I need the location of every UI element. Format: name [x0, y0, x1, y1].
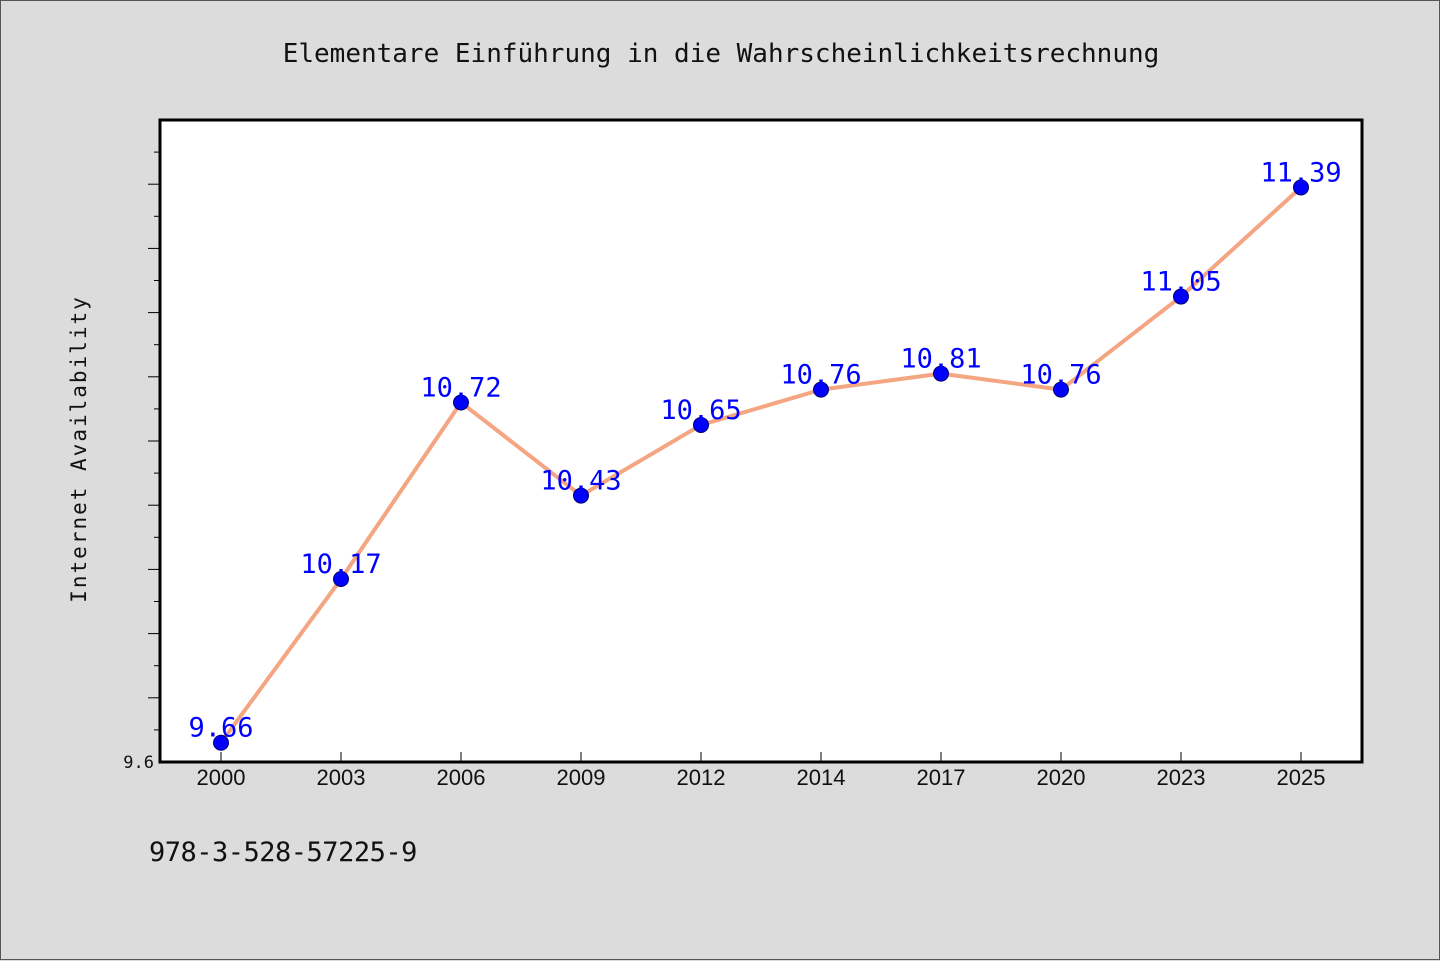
- data-point: [933, 365, 949, 382]
- y-axis-ticks: 9.6: [123, 151, 160, 773]
- x-tick-label: 2020: [1037, 765, 1086, 790]
- y-tick-label: 9.6: [123, 753, 154, 773]
- isbn-text: 978-3-528-57225-9: [149, 837, 417, 868]
- plot-area: [158, 118, 1364, 764]
- data-point: [813, 381, 829, 398]
- data-label: 10.76: [1020, 360, 1101, 391]
- data-point: [333, 571, 349, 588]
- data-points: [213, 179, 1309, 751]
- data-label: 11.39: [1260, 157, 1341, 188]
- series-line: [219, 185, 1303, 744]
- data-label: 10.65: [660, 395, 741, 426]
- x-tick-label: 2006: [437, 765, 486, 790]
- x-axis-ticks: 2000 2003 2006 2009 2012 2014 2017 2020 2023 2025: [197, 752, 1326, 790]
- data-label: 10.43: [540, 466, 621, 497]
- x-tick-label: 2003: [317, 765, 366, 790]
- data-label: 10.72: [420, 372, 501, 403]
- x-tick-label: 2012: [677, 765, 726, 790]
- data-label: 10.81: [900, 344, 981, 375]
- x-tick-label: 2017: [917, 765, 966, 790]
- data-labels: 9.66 10.17 10.72 10.43 10.65 10.76 10.81 10.76 1…: [188, 157, 1341, 743]
- data-point: [453, 394, 469, 411]
- data-point: [693, 416, 709, 433]
- data-label: 9.66: [188, 713, 253, 744]
- data-point: [1293, 179, 1309, 196]
- data-point: [573, 487, 589, 504]
- data-label: 11.05: [1140, 267, 1221, 298]
- chart-title: Elementare Einführung in die Wahrscheinl…: [283, 39, 1160, 69]
- data-point: [1053, 381, 1069, 398]
- data-point: [213, 734, 229, 751]
- x-tick-label: 2025: [1277, 765, 1326, 790]
- data-point: [1173, 288, 1189, 305]
- data-label: 10.17: [300, 549, 381, 580]
- data-label: 10.76: [780, 360, 861, 391]
- x-tick-label: 2009: [557, 765, 606, 790]
- x-tick-label: 2014: [797, 765, 846, 790]
- x-tick-label: 2000: [197, 765, 246, 790]
- y-axis-label: Internet Availability: [67, 295, 91, 603]
- x-tick-label: 2023: [1157, 765, 1206, 790]
